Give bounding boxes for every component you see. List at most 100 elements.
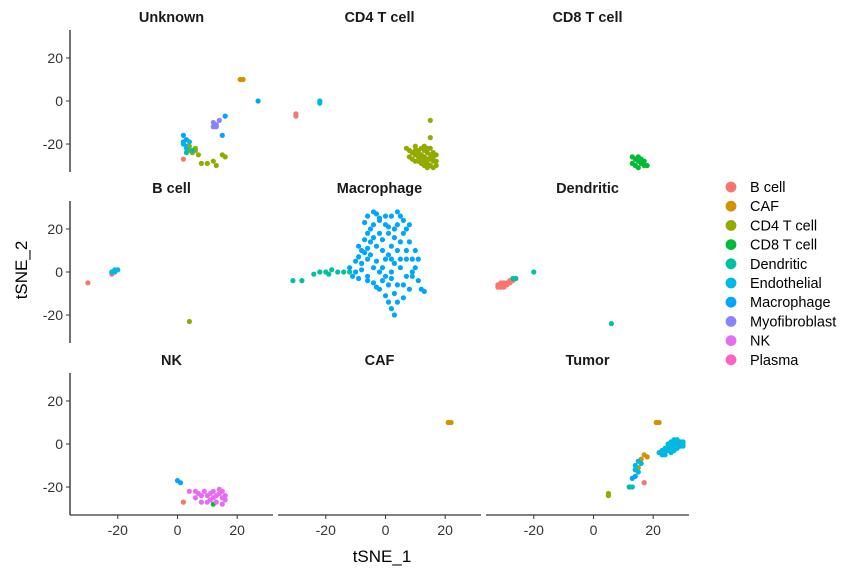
legend-label: Plasma <box>750 353 799 369</box>
legend-label: Dendritic <box>750 257 807 273</box>
point-macrophage <box>391 290 397 297</box>
point-b-cell <box>180 156 186 162</box>
point-macrophage <box>394 209 400 215</box>
point-macrophage <box>391 226 397 232</box>
facet-title: Macrophage <box>337 181 422 197</box>
point-macrophage <box>376 230 383 236</box>
point-b-cell <box>641 480 647 486</box>
point-cd4-t-cell <box>198 160 204 166</box>
point-endothelial <box>659 447 665 454</box>
point-macrophage <box>382 293 389 299</box>
point-macrophage <box>350 273 356 279</box>
x-tick-label: -20 <box>108 522 128 538</box>
point-cd8-t-cell <box>629 160 635 166</box>
point-cd4-t-cell <box>433 162 439 169</box>
point-macrophage <box>219 132 225 138</box>
point-macrophage <box>379 237 386 243</box>
facet-panel-nk: NK 20 0 -20 -20 0 20 <box>43 353 273 538</box>
legend-label: Macrophage <box>750 295 831 311</box>
point-macrophage <box>373 258 380 264</box>
point-dendritic <box>311 271 317 277</box>
point-macrophage <box>400 217 406 223</box>
legend-label: Endothelial <box>750 276 822 292</box>
point-dendritic <box>335 269 341 275</box>
point-macrophage <box>388 243 394 249</box>
point-macrophage <box>353 269 359 275</box>
point-macrophage <box>365 245 371 251</box>
x-tick-label: 0 <box>590 522 598 538</box>
point-endothelial <box>668 450 674 456</box>
point-macrophage <box>403 247 409 254</box>
point-macrophage <box>347 265 353 271</box>
point-b-cell <box>495 284 501 290</box>
point-nk <box>186 488 192 494</box>
point-dendritic <box>626 484 632 490</box>
legend-key-endothelial <box>725 277 737 289</box>
legend-label: B cell <box>750 180 785 196</box>
point-macrophage <box>362 250 368 256</box>
y-tick-label: 20 <box>47 221 63 237</box>
point-macrophage <box>379 265 386 271</box>
point-macrophage <box>255 98 261 104</box>
point-cd4-t-cell <box>427 135 433 141</box>
point-macrophage <box>415 278 421 284</box>
point-macrophage <box>379 278 386 284</box>
point-cd4-t-cell <box>219 152 225 158</box>
point-macrophage <box>388 306 394 312</box>
y-tick-label: 0 <box>55 93 63 109</box>
facet-panel-dendritic: Dendritic <box>495 181 619 327</box>
point-macrophage <box>391 312 397 318</box>
point-endothelial <box>665 441 671 447</box>
point-macrophage <box>385 299 392 305</box>
point-macrophage <box>388 275 394 282</box>
facet-title: NK <box>161 353 182 369</box>
point-macrophage <box>367 252 374 258</box>
point-endothelial <box>183 145 189 151</box>
point-macrophage <box>365 230 371 236</box>
point-macrophage <box>365 256 371 262</box>
legend-label: NK <box>750 334 770 350</box>
point-endothelial <box>680 443 686 449</box>
point-cd4-t-cell <box>406 154 412 160</box>
point-nk <box>198 493 204 499</box>
facet-panels: Unknown 20 0 -20 CD4 T cell CD8 T cell B cell 2… <box>43 10 689 538</box>
point-nk <box>219 488 225 494</box>
point-macrophage <box>409 273 415 279</box>
point-dendritic <box>290 278 296 284</box>
facet-panel-unknown: Unknown 20 0 -20 <box>43 10 261 172</box>
point-macrophage <box>406 222 412 228</box>
point-macrophage <box>409 256 415 262</box>
point-macrophage <box>359 267 365 273</box>
x-tick-label: 20 <box>437 522 453 538</box>
point-macrophage <box>365 273 371 279</box>
point-endothelial <box>635 458 641 464</box>
point-endothelial <box>662 452 668 458</box>
facet-panel-b-cell: B cell 20 0 -20 <box>43 181 192 343</box>
point-macrophage <box>400 295 406 301</box>
point-dendritic <box>531 269 537 275</box>
point-cd4-t-cell <box>415 158 421 164</box>
point-nk <box>222 497 228 503</box>
point-macrophage <box>359 260 365 266</box>
point-nk <box>204 499 210 505</box>
legend-key-b-cell <box>725 181 737 193</box>
point-nk <box>207 490 213 497</box>
point-macrophage <box>406 286 412 292</box>
legend-label: CD4 T cell <box>750 218 817 234</box>
point-macrophage <box>388 269 394 275</box>
point-macrophage <box>379 247 386 254</box>
point-macrophage <box>356 243 362 249</box>
legend-key-caf <box>725 200 737 212</box>
x-tick-label: -20 <box>316 522 336 538</box>
point-macrophage <box>391 235 397 241</box>
point-endothelial <box>632 462 638 469</box>
facet-title: Dendritic <box>556 181 619 197</box>
x-tick-label: -20 <box>524 522 544 538</box>
point-cd4-t-cell <box>418 152 424 158</box>
point-macrophage <box>391 260 397 266</box>
facet-panel-cd8-t-cell: CD8 T cell <box>552 10 650 171</box>
point-macrophage <box>421 288 427 294</box>
point-b-cell <box>501 280 507 286</box>
point-nk <box>192 488 198 494</box>
point-endothelial <box>671 437 677 443</box>
